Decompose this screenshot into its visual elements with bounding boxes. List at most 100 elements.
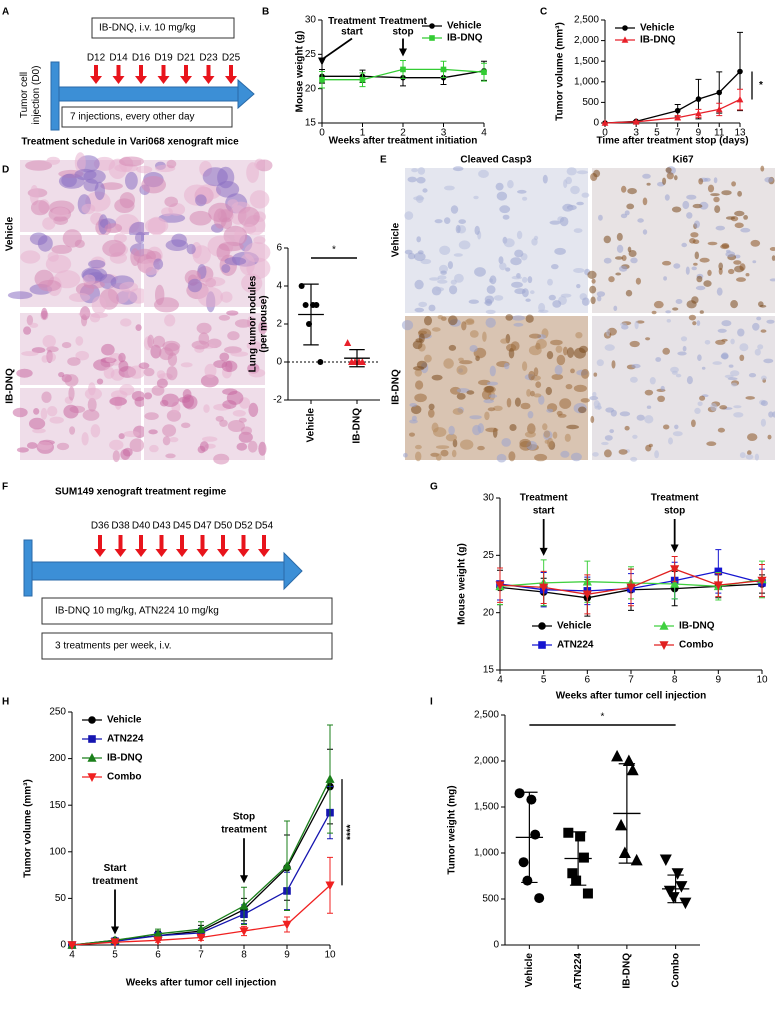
micrograph-texture xyxy=(12,407,28,418)
y-tick-label: 150 xyxy=(49,800,66,811)
injection-label: Tumor cellinjection (D0) xyxy=(19,66,42,125)
micrograph-texture xyxy=(180,362,193,368)
micrograph-texture xyxy=(434,219,443,224)
micrograph-texture xyxy=(542,174,548,184)
micrograph-texture xyxy=(258,321,268,335)
micrograph-texture xyxy=(511,281,523,288)
timeline-head xyxy=(237,78,255,110)
micrograph-texture xyxy=(466,390,475,395)
micrograph-texture xyxy=(46,156,60,165)
x-tick-label: IB-DNQ xyxy=(622,953,633,989)
marker xyxy=(534,893,545,904)
micrograph-texture xyxy=(768,411,774,418)
micrograph-texture xyxy=(699,257,710,263)
y-tick-label: 0 xyxy=(493,940,499,951)
micrograph-texture xyxy=(47,406,58,417)
micrograph-texture xyxy=(734,222,744,229)
micrograph-texture xyxy=(64,374,79,387)
micrograph-texture xyxy=(147,216,166,236)
y-tick-label: 2,000 xyxy=(574,35,599,46)
micrograph-texture xyxy=(445,433,457,442)
micrograph-texture xyxy=(82,274,96,286)
y-tick-label: 500 xyxy=(582,97,599,108)
x-tick-label: 6 xyxy=(585,675,591,686)
micrograph-texture xyxy=(609,429,614,434)
legend-label: Vehicle xyxy=(107,715,142,726)
micrograph-texture xyxy=(763,358,774,364)
micrograph-texture xyxy=(730,338,735,345)
micrograph-texture xyxy=(474,267,486,277)
micrograph-texture xyxy=(596,291,606,297)
micrograph-texture xyxy=(760,329,767,333)
error-cap xyxy=(628,568,634,607)
micrograph-texture xyxy=(635,277,642,285)
micrograph-texture xyxy=(663,276,667,281)
micrograph-texture xyxy=(448,315,458,326)
error-cap xyxy=(497,567,503,603)
micrograph-texture xyxy=(721,320,732,327)
x-tick-label: 8 xyxy=(241,950,247,961)
micrograph-texture xyxy=(573,384,588,392)
day-label: D21 xyxy=(177,53,196,64)
column-label: Cleaved Casp3 xyxy=(460,155,532,166)
marker xyxy=(526,794,537,805)
error-cap xyxy=(284,820,290,912)
micrograph-texture xyxy=(164,196,178,207)
error-cap xyxy=(695,78,702,120)
micrograph-texture xyxy=(416,176,426,184)
micrograph-texture xyxy=(32,428,46,434)
micrograph-texture xyxy=(204,363,217,378)
micrograph-texture xyxy=(590,296,596,305)
micrograph-texture xyxy=(688,314,697,321)
micrograph-texture xyxy=(414,252,426,262)
micrograph-texture xyxy=(440,449,449,457)
micrograph-texture xyxy=(613,305,618,311)
micrograph-texture xyxy=(485,309,496,314)
micrograph-texture xyxy=(589,285,597,294)
micrograph-texture xyxy=(31,347,46,354)
micrograph-texture xyxy=(230,351,249,357)
micrograph-texture xyxy=(707,241,718,246)
x-tick-label: 0 xyxy=(602,128,608,139)
panel-label: B xyxy=(262,7,269,18)
micrograph-texture xyxy=(472,424,482,436)
micrograph-texture xyxy=(417,167,426,175)
y-tick-label: 500 xyxy=(482,894,499,905)
micrograph-texture xyxy=(726,249,731,253)
micrograph-texture xyxy=(220,291,233,303)
micrograph-texture xyxy=(673,263,681,269)
micrograph-texture xyxy=(665,310,672,314)
micrograph-texture xyxy=(473,195,479,200)
micrograph-texture xyxy=(516,230,523,240)
micrograph-texture xyxy=(737,328,745,337)
micrograph-texture xyxy=(596,359,604,367)
micrograph-texture xyxy=(522,288,529,298)
micrograph-texture xyxy=(404,249,413,255)
micrograph-texture xyxy=(699,395,706,401)
micrograph-texture xyxy=(88,259,106,269)
marker xyxy=(514,788,525,799)
micrograph-texture xyxy=(737,190,742,197)
micrograph-texture xyxy=(452,166,464,172)
legend-label: IB-DNQ xyxy=(640,35,676,46)
micrograph-texture xyxy=(224,257,247,266)
micrograph-texture xyxy=(47,251,59,262)
error-cap xyxy=(715,573,722,598)
micrograph-texture xyxy=(663,424,670,430)
micrograph-texture xyxy=(437,315,444,320)
marker xyxy=(87,753,97,762)
micrograph-texture xyxy=(42,335,56,348)
micrograph-texture xyxy=(552,431,558,439)
micrograph-texture xyxy=(409,432,415,437)
micrograph-texture xyxy=(662,177,667,185)
row-label: IB-DNQ xyxy=(5,368,16,404)
panel-label: I xyxy=(430,697,433,708)
dose-arrow-head xyxy=(155,549,168,557)
micrograph-texture xyxy=(29,185,39,206)
micrograph-texture xyxy=(403,452,408,458)
micrograph-texture xyxy=(682,200,690,210)
micrograph-texture xyxy=(219,352,230,362)
micrograph-texture xyxy=(149,444,159,453)
micrograph-texture xyxy=(186,243,196,255)
